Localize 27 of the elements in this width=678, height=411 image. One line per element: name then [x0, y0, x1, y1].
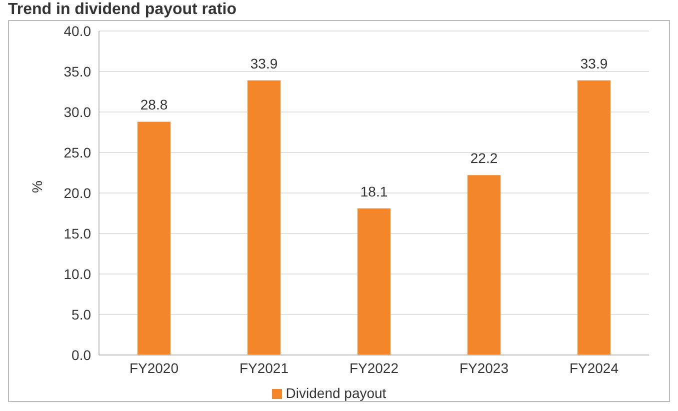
y-tick-label: 10.0	[64, 266, 92, 282]
x-tick-label: FY2022	[349, 360, 399, 376]
y-tick-label: 30.0	[64, 104, 92, 120]
x-tick-label: FY2023	[459, 360, 509, 376]
data-label: 28.8	[140, 96, 168, 113]
data-label: 22.2	[470, 150, 498, 166]
data-label: 33.9	[250, 55, 278, 72]
data-label: 18.1	[360, 183, 388, 200]
bar	[138, 122, 170, 355]
y-tick-label: 0.0	[72, 346, 92, 363]
chart-title: Trend in dividend payout ratio	[8, 0, 238, 20]
y-axis-title: %	[28, 180, 45, 193]
bar	[468, 175, 500, 355]
legend-label: Dividend payout	[286, 385, 386, 401]
x-tick-label: FY2020	[129, 360, 179, 376]
y-tick-label: 15.0	[64, 225, 92, 242]
bar	[358, 208, 390, 355]
x-tick-label: FY2024	[569, 360, 619, 376]
y-tick-label: 20.0	[64, 184, 92, 201]
y-tick-label: 40.0	[64, 22, 92, 39]
y-tick-label: 35.0	[64, 63, 92, 80]
data-label: 33.9	[580, 55, 608, 72]
y-tick-label: 5.0	[72, 306, 92, 322]
bar	[248, 80, 280, 355]
x-tick-label: FY2021	[239, 360, 289, 376]
y-tick-label: 25.0	[64, 144, 92, 160]
bar	[578, 80, 610, 355]
